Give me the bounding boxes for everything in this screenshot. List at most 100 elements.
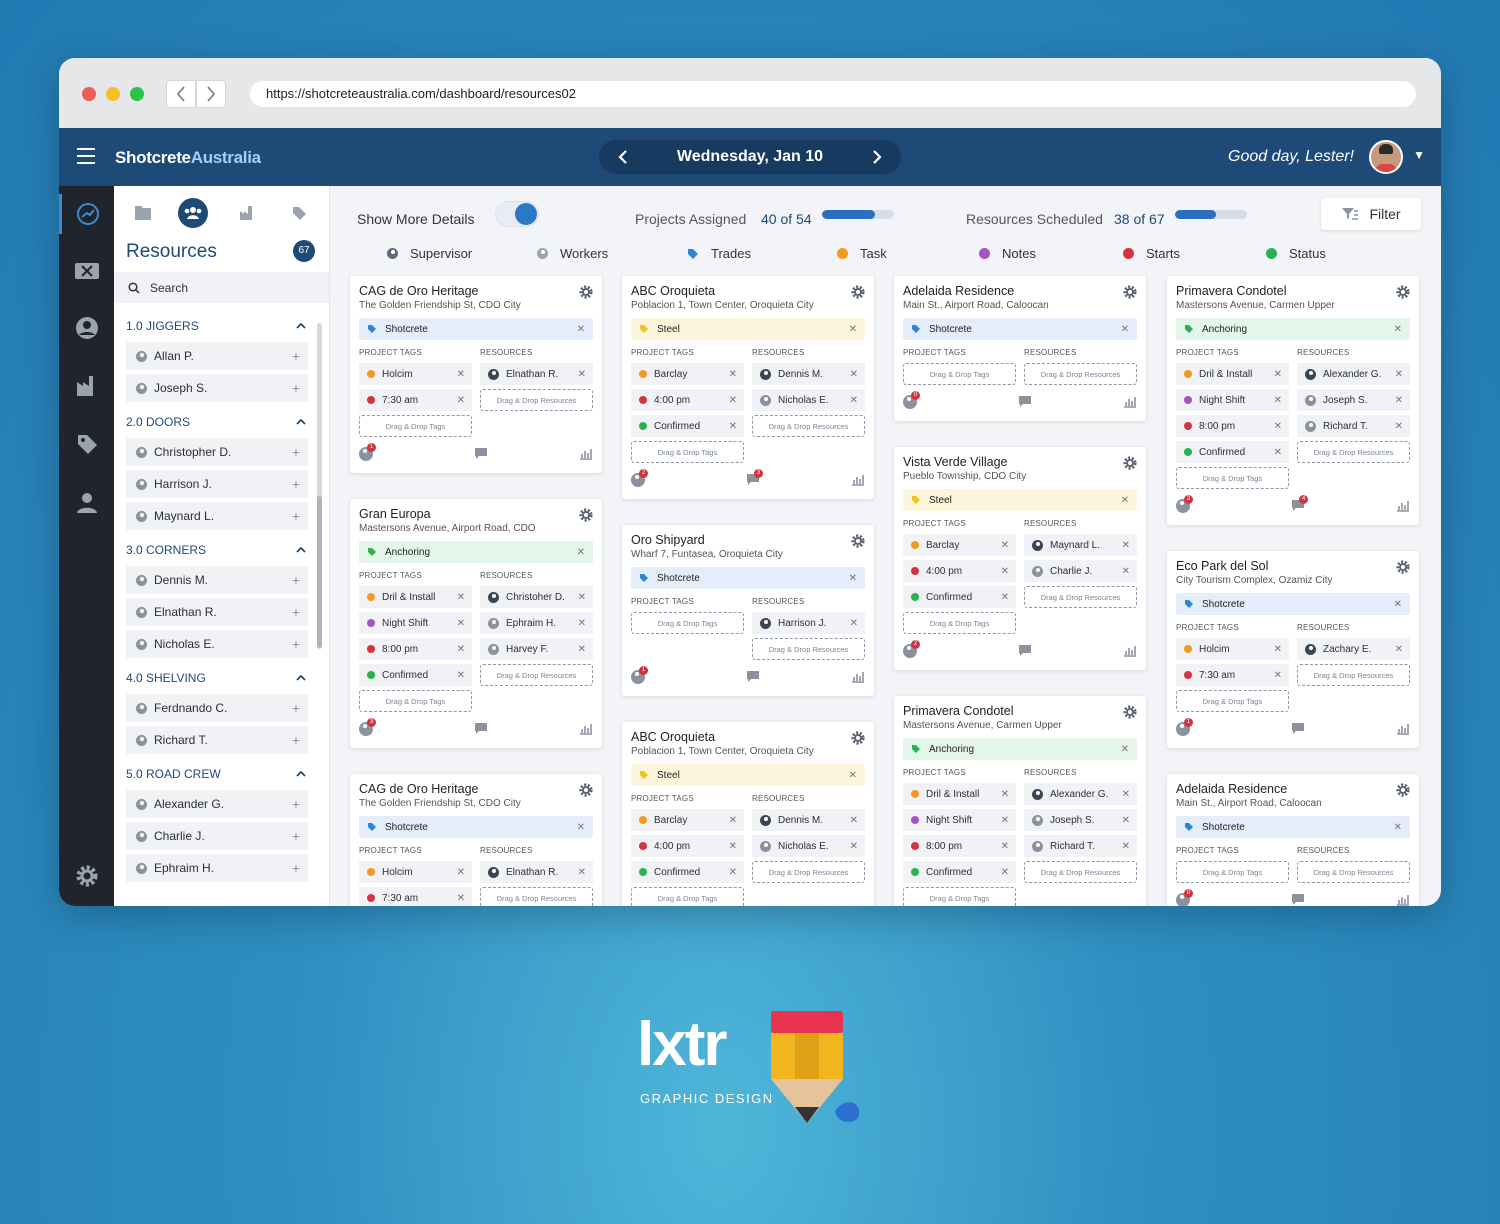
card-settings-gear-icon[interactable] bbox=[1396, 560, 1410, 579]
project-tag-chip[interactable]: 8:00 pm ✕ bbox=[903, 835, 1016, 857]
trade-chip[interactable]: Steel ✕ bbox=[631, 318, 865, 340]
tab-projects[interactable] bbox=[128, 198, 158, 228]
drop-tags-zone[interactable]: Drag & Drop Tags bbox=[903, 887, 1016, 906]
project-tag-chip[interactable]: Night Shift ✕ bbox=[903, 809, 1016, 831]
remove-icon[interactable]: ✕ bbox=[456, 866, 465, 878]
remove-icon[interactable]: ✕ bbox=[576, 323, 585, 335]
drop-resources-zone[interactable]: Drag & Drop Resources bbox=[480, 664, 593, 686]
add-icon[interactable]: + bbox=[291, 860, 300, 876]
group-header[interactable]: 3.0 CORNERS bbox=[126, 538, 308, 562]
project-tag-chip[interactable]: 8:00 pm ✕ bbox=[1176, 415, 1289, 437]
remove-icon[interactable]: ✕ bbox=[1273, 643, 1282, 655]
remove-icon[interactable]: ✕ bbox=[849, 368, 858, 380]
remove-icon[interactable]: ✕ bbox=[577, 866, 586, 878]
remove-icon[interactable]: ✕ bbox=[1393, 323, 1402, 335]
add-icon[interactable]: + bbox=[291, 828, 300, 844]
remove-icon[interactable]: ✕ bbox=[1000, 840, 1009, 852]
resource-chip[interactable]: Harvey F. ✕ bbox=[480, 638, 593, 660]
chart-icon[interactable] bbox=[579, 447, 593, 465]
card-settings-gear-icon[interactable] bbox=[1396, 285, 1410, 304]
add-icon[interactable]: + bbox=[291, 348, 300, 364]
remove-icon[interactable]: ✕ bbox=[1000, 539, 1009, 551]
project-tag-chip[interactable]: Night Shift ✕ bbox=[1176, 389, 1289, 411]
project-tag-chip[interactable]: 8:00 pm ✕ bbox=[359, 638, 472, 660]
back-button[interactable] bbox=[166, 80, 196, 108]
remove-icon[interactable]: ✕ bbox=[1121, 814, 1130, 826]
tab-tags[interactable] bbox=[284, 198, 314, 228]
project-tag-chip[interactable]: Holcim ✕ bbox=[359, 861, 472, 883]
remove-icon[interactable]: ✕ bbox=[1273, 669, 1282, 681]
drop-tags-zone[interactable]: Drag & Drop Tags bbox=[903, 363, 1016, 385]
app-logo[interactable]: ShotcreteAustralia bbox=[115, 148, 261, 168]
assigned-people-icon[interactable]: 0 bbox=[1176, 889, 1193, 906]
group-header[interactable]: 1.0 JIGGERS bbox=[126, 314, 308, 338]
assigned-people-icon[interactable]: 3 bbox=[1176, 495, 1193, 518]
chat-icon[interactable] bbox=[474, 722, 488, 740]
resource-chip[interactable]: Ephraim H. ✕ bbox=[480, 612, 593, 634]
filter-button[interactable]: Filter bbox=[1321, 198, 1421, 230]
remove-icon[interactable]: ✕ bbox=[728, 394, 737, 406]
chat-icon[interactable] bbox=[1291, 893, 1305, 906]
tab-sites[interactable] bbox=[232, 198, 262, 228]
minimize-window-button[interactable] bbox=[106, 87, 120, 101]
remove-icon[interactable]: ✕ bbox=[456, 617, 465, 629]
resource-chip[interactable]: Joseph S. ✕ bbox=[1297, 389, 1410, 411]
tools-icon[interactable] bbox=[59, 250, 114, 290]
worker-icon[interactable] bbox=[59, 482, 114, 522]
trade-chip[interactable]: Shotcrete ✕ bbox=[359, 816, 593, 838]
chat-icon[interactable] bbox=[1018, 644, 1032, 662]
drop-tags-zone[interactable]: Drag & Drop Tags bbox=[631, 612, 744, 634]
assigned-people-icon[interactable]: 1 bbox=[1176, 718, 1193, 741]
remove-icon[interactable]: ✕ bbox=[1000, 814, 1009, 826]
factory-icon[interactable] bbox=[59, 366, 114, 406]
trade-chip[interactable]: Shotcrete ✕ bbox=[1176, 593, 1410, 615]
remove-icon[interactable]: ✕ bbox=[1120, 743, 1129, 755]
resource-chip[interactable]: Charlie J. ✕ bbox=[1024, 560, 1137, 582]
resource-search-input[interactable]: Search bbox=[114, 272, 329, 303]
remove-icon[interactable]: ✕ bbox=[1273, 446, 1282, 458]
remove-icon[interactable]: ✕ bbox=[848, 769, 857, 781]
resources-scrollbar[interactable] bbox=[317, 323, 322, 649]
project-tag-chip[interactable]: Confirmed ✕ bbox=[631, 415, 744, 437]
add-icon[interactable]: + bbox=[291, 572, 300, 588]
resource-chip[interactable]: Christoher D. ✕ bbox=[480, 586, 593, 608]
remove-icon[interactable]: ✕ bbox=[1000, 788, 1009, 800]
remove-icon[interactable]: ✕ bbox=[577, 591, 586, 603]
project-tag-chip[interactable]: Holcim ✕ bbox=[359, 363, 472, 385]
resource-item[interactable]: Dennis M. + bbox=[126, 566, 308, 594]
chart-icon[interactable] bbox=[1396, 722, 1410, 740]
card-settings-gear-icon[interactable] bbox=[579, 285, 593, 304]
remove-icon[interactable]: ✕ bbox=[1121, 840, 1130, 852]
project-tag-chip[interactable]: Confirmed ✕ bbox=[903, 861, 1016, 883]
chart-icon[interactable] bbox=[1123, 395, 1137, 413]
dashboard-icon[interactable] bbox=[59, 194, 114, 234]
project-tag-chip[interactable]: Dril & Install ✕ bbox=[903, 783, 1016, 805]
remove-icon[interactable]: ✕ bbox=[1394, 368, 1403, 380]
chat-icon[interactable]: 3 bbox=[746, 469, 763, 491]
project-tag-chip[interactable]: Barclay ✕ bbox=[903, 534, 1016, 556]
trade-chip[interactable]: Anchoring ✕ bbox=[359, 541, 593, 563]
drop-tags-zone[interactable]: Drag & Drop Tags bbox=[359, 690, 472, 712]
resource-item[interactable]: Harrison J. + bbox=[126, 470, 308, 498]
remove-icon[interactable]: ✕ bbox=[849, 840, 858, 852]
remove-icon[interactable]: ✕ bbox=[849, 394, 858, 406]
remove-icon[interactable]: ✕ bbox=[849, 814, 858, 826]
project-tag-chip[interactable]: Confirmed ✕ bbox=[631, 861, 744, 883]
resource-item[interactable]: Nicholas E. + bbox=[126, 630, 308, 658]
resource-item[interactable]: Allan P. + bbox=[126, 342, 308, 370]
remove-icon[interactable]: ✕ bbox=[1394, 420, 1403, 432]
resource-chip[interactable]: Richard T. ✕ bbox=[1297, 415, 1410, 437]
add-icon[interactable]: + bbox=[291, 604, 300, 620]
chat-icon[interactable] bbox=[746, 670, 760, 688]
chart-icon[interactable] bbox=[1396, 893, 1410, 906]
remove-icon[interactable]: ✕ bbox=[848, 323, 857, 335]
project-tag-chip[interactable]: Dril & Install ✕ bbox=[1176, 363, 1289, 385]
group-header[interactable]: 2.0 DOORS bbox=[126, 410, 308, 434]
project-tag-chip[interactable]: 4:00 pm ✕ bbox=[631, 835, 744, 857]
project-card[interactable]: ABC Oroquieta Poblacion 1, Town Center, O… bbox=[622, 276, 874, 499]
add-icon[interactable]: + bbox=[291, 508, 300, 524]
drop-resources-zone[interactable]: Drag & Drop Resources bbox=[1297, 441, 1410, 463]
resource-item[interactable]: Richard T. + bbox=[126, 726, 308, 754]
settings-gear-icon[interactable] bbox=[59, 856, 114, 896]
chat-icon[interactable]: 4 bbox=[1291, 495, 1308, 517]
